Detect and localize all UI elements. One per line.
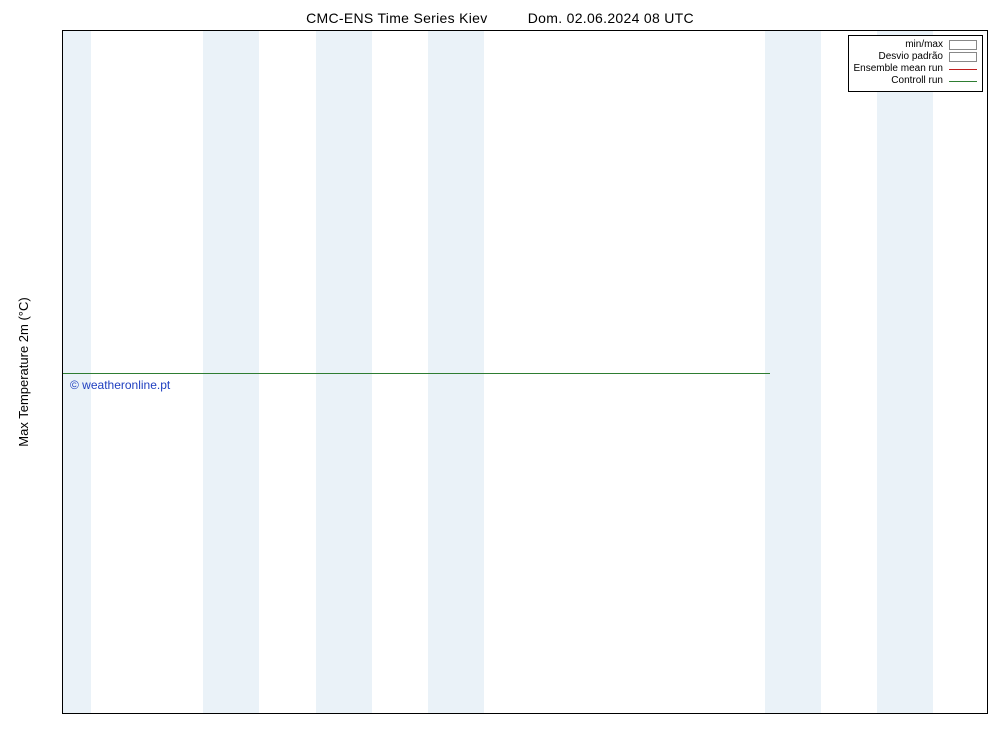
controll-run-line (63, 373, 770, 374)
legend-label: min/max (905, 39, 943, 51)
legend-swatch (949, 76, 977, 86)
title-right: Dom. 02.06.2024 08 UTC (528, 10, 694, 26)
weekend-band (316, 31, 372, 713)
legend-item: Desvio padrão (854, 51, 978, 63)
legend-swatch (949, 64, 977, 74)
x-tick-label: 06.06 (244, 713, 274, 714)
x-tick-label: 10.06 (469, 713, 499, 714)
legend-label: Controll run (891, 75, 943, 87)
legend-item: Ensemble mean run (854, 63, 978, 75)
legend-label: Desvio padrão (879, 51, 943, 63)
weekend-band (203, 31, 259, 713)
y-tick-label: 1000 (62, 708, 63, 714)
weekend-band (765, 31, 821, 713)
legend-swatch (949, 52, 977, 62)
x-tick-label: 18.06 (918, 713, 948, 714)
watermark: © weatheronline.pt (70, 378, 170, 392)
legend-item: Controll run (854, 75, 978, 87)
title-left: CMC-ENS Time Series Kiev (306, 10, 487, 26)
legend-label: Ensemble mean run (854, 63, 944, 75)
x-tick-label: 04.06 (132, 713, 162, 714)
legend-swatch (949, 40, 977, 50)
plot-area: min/max Desvio padrão Ensemble mean run … (62, 30, 988, 714)
legend-item: min/max (854, 39, 978, 51)
chart-title: CMC-ENS Time Series Kiev Dom. 02.06.2024… (0, 10, 1000, 26)
weekend-band (428, 31, 484, 713)
x-tick-label: 16.06 (806, 713, 836, 714)
legend: min/max Desvio padrão Ensemble mean run … (848, 35, 984, 92)
weekend-band (63, 31, 91, 713)
x-tick-label: 14.06 (693, 713, 723, 714)
x-tick-label: 12.06 (581, 713, 611, 714)
x-tick-label: 08.06 (357, 713, 387, 714)
y-axis-label: Max Temperature 2m (°C) (16, 297, 31, 446)
weekend-band (877, 31, 933, 713)
chart-container: CMC-ENS Time Series Kiev Dom. 02.06.2024… (0, 0, 1000, 733)
